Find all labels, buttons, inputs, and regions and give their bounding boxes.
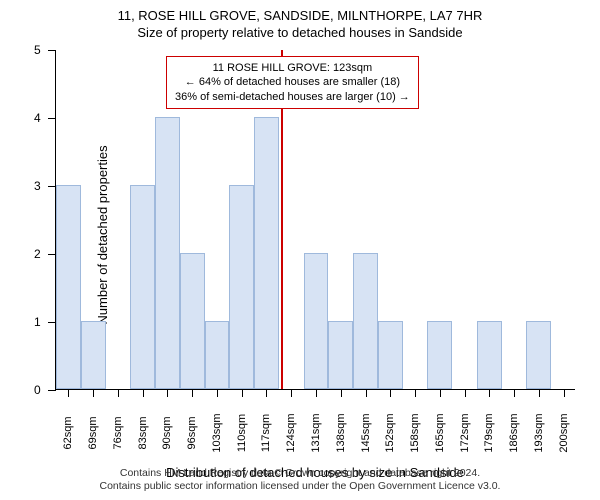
x-tick-label: 69sqm [87, 408, 99, 458]
x-tick [266, 389, 267, 397]
histogram-bar [328, 321, 353, 389]
y-tick-label: 1 [34, 315, 41, 329]
chart-area: Number of detached properties 01234562sq… [55, 50, 575, 420]
x-tick-label: 158sqm [409, 408, 421, 458]
x-tick-label: 83sqm [137, 408, 149, 458]
y-tick [48, 118, 56, 119]
title-main: 11, ROSE HILL GROVE, SANDSIDE, MILNTHORP… [0, 0, 600, 23]
title-sub: Size of property relative to detached ho… [0, 23, 600, 40]
histogram-bar [526, 321, 551, 389]
x-tick-label: 117sqm [260, 408, 272, 458]
x-tick [465, 389, 466, 397]
x-tick [68, 389, 69, 397]
annotation-line: 36% of semi-detached houses are larger (… [175, 90, 410, 104]
x-tick [514, 389, 515, 397]
x-tick [217, 389, 218, 397]
y-tick-label: 3 [34, 179, 41, 193]
histogram-bar [81, 321, 106, 389]
x-tick-label: 124sqm [285, 408, 297, 458]
x-tick-label: 131sqm [310, 408, 322, 458]
y-tick-label: 5 [34, 43, 41, 57]
x-tick [291, 389, 292, 397]
x-tick-label: 90sqm [161, 408, 173, 458]
footer-line2: Contains public sector information licen… [0, 480, 600, 494]
x-tick-label: 172sqm [459, 408, 471, 458]
x-tick-label: 96sqm [186, 408, 198, 458]
x-tick-label: 193sqm [533, 408, 545, 458]
footer-line1: Contains HM Land Registry data © Crown c… [0, 467, 600, 481]
histogram-bar [180, 253, 205, 389]
x-tick-label: 145sqm [360, 408, 372, 458]
x-tick [390, 389, 391, 397]
x-tick-label: 186sqm [508, 408, 520, 458]
histogram-bar [353, 253, 378, 389]
x-tick [316, 389, 317, 397]
x-tick-label: 110sqm [236, 408, 248, 458]
x-tick-label: 152sqm [384, 408, 396, 458]
histogram-bar [229, 185, 254, 389]
histogram-bar [130, 185, 155, 389]
y-tick-label: 0 [34, 383, 41, 397]
x-tick-label: 76sqm [112, 408, 124, 458]
x-tick [167, 389, 168, 397]
x-tick-label: 200sqm [558, 408, 570, 458]
y-tick [48, 254, 56, 255]
x-tick-label: 179sqm [483, 408, 495, 458]
x-tick [366, 389, 367, 397]
histogram-bar [427, 321, 452, 389]
x-tick-label: 165sqm [434, 408, 446, 458]
x-tick [415, 389, 416, 397]
x-tick-label: 103sqm [211, 408, 223, 458]
x-tick [118, 389, 119, 397]
x-tick-label: 138sqm [335, 408, 347, 458]
y-tick [48, 50, 56, 51]
x-tick [242, 389, 243, 397]
histogram-bar [254, 117, 279, 389]
annotation-line: ← 64% of detached houses are smaller (18… [175, 75, 410, 89]
y-tick-label: 4 [34, 111, 41, 125]
histogram-bar [205, 321, 230, 389]
x-tick [489, 389, 490, 397]
y-tick-label: 2 [34, 247, 41, 261]
x-tick [341, 389, 342, 397]
property-annotation: 11 ROSE HILL GROVE: 123sqm← 64% of detac… [166, 56, 419, 109]
x-tick [93, 389, 94, 397]
y-tick [48, 322, 56, 323]
x-tick [539, 389, 540, 397]
y-tick [48, 390, 56, 391]
x-tick [440, 389, 441, 397]
histogram-bar [304, 253, 329, 389]
footer-attribution: Contains HM Land Registry data © Crown c… [0, 467, 600, 494]
x-tick [192, 389, 193, 397]
histogram-bar [155, 117, 180, 389]
histogram-bar [56, 185, 81, 389]
y-tick [48, 186, 56, 187]
histogram-bar [477, 321, 502, 389]
histogram-bar [378, 321, 403, 389]
x-tick-label: 62sqm [62, 408, 74, 458]
plot-region: 01234562sqm69sqm76sqm83sqm90sqm96sqm103s… [55, 50, 575, 390]
annotation-line: 11 ROSE HILL GROVE: 123sqm [175, 61, 410, 75]
x-tick [564, 389, 565, 397]
x-tick [143, 389, 144, 397]
